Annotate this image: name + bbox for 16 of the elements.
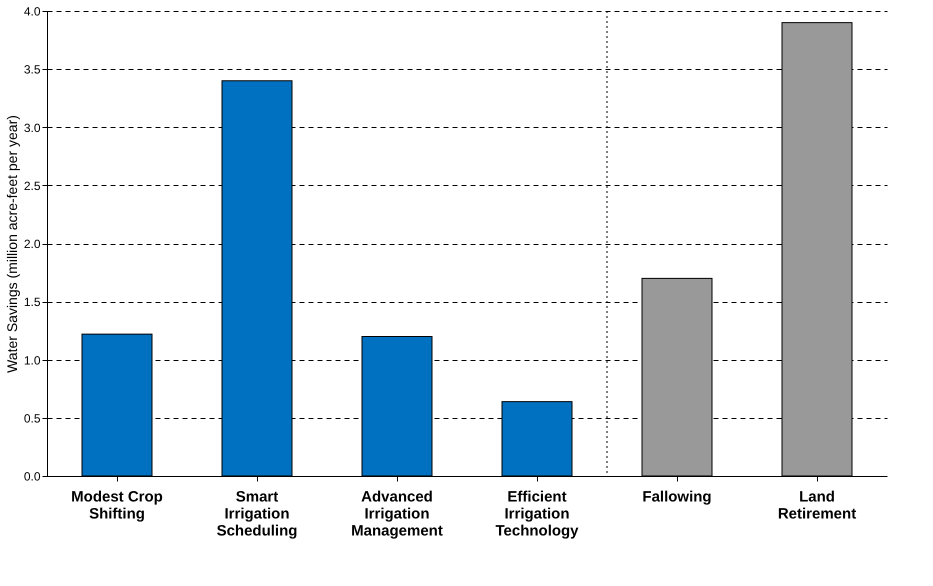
y-tick-label: 2.0 <box>24 237 41 251</box>
x-tick-label: Smart Irrigation Scheduling <box>216 488 298 540</box>
y-tick-label: 3.5 <box>24 62 41 77</box>
x-tick-label: Modest Crop Shifting <box>71 488 163 522</box>
y-tick-label: 1.5 <box>24 295 41 310</box>
y-tick-label: 4.0 <box>24 4 41 18</box>
y-tick-label: 2.5 <box>24 178 41 193</box>
y-axis-title: Water Savings (million acre-feet per year) <box>4 115 20 373</box>
x-tick-label: Land Retirement <box>778 488 856 522</box>
y-tick-label: 0.0 <box>24 470 41 484</box>
y-tick-label: 3.0 <box>24 120 41 135</box>
y-tick-label: 1.0 <box>24 353 41 368</box>
y-tick-label: 0.5 <box>24 411 41 426</box>
x-tick-label: Fallowing <box>642 488 712 506</box>
x-tick-label: Efficient Irrigation Technology <box>495 488 580 540</box>
x-tick-label: Advanced Irrigation Management <box>351 488 443 540</box>
